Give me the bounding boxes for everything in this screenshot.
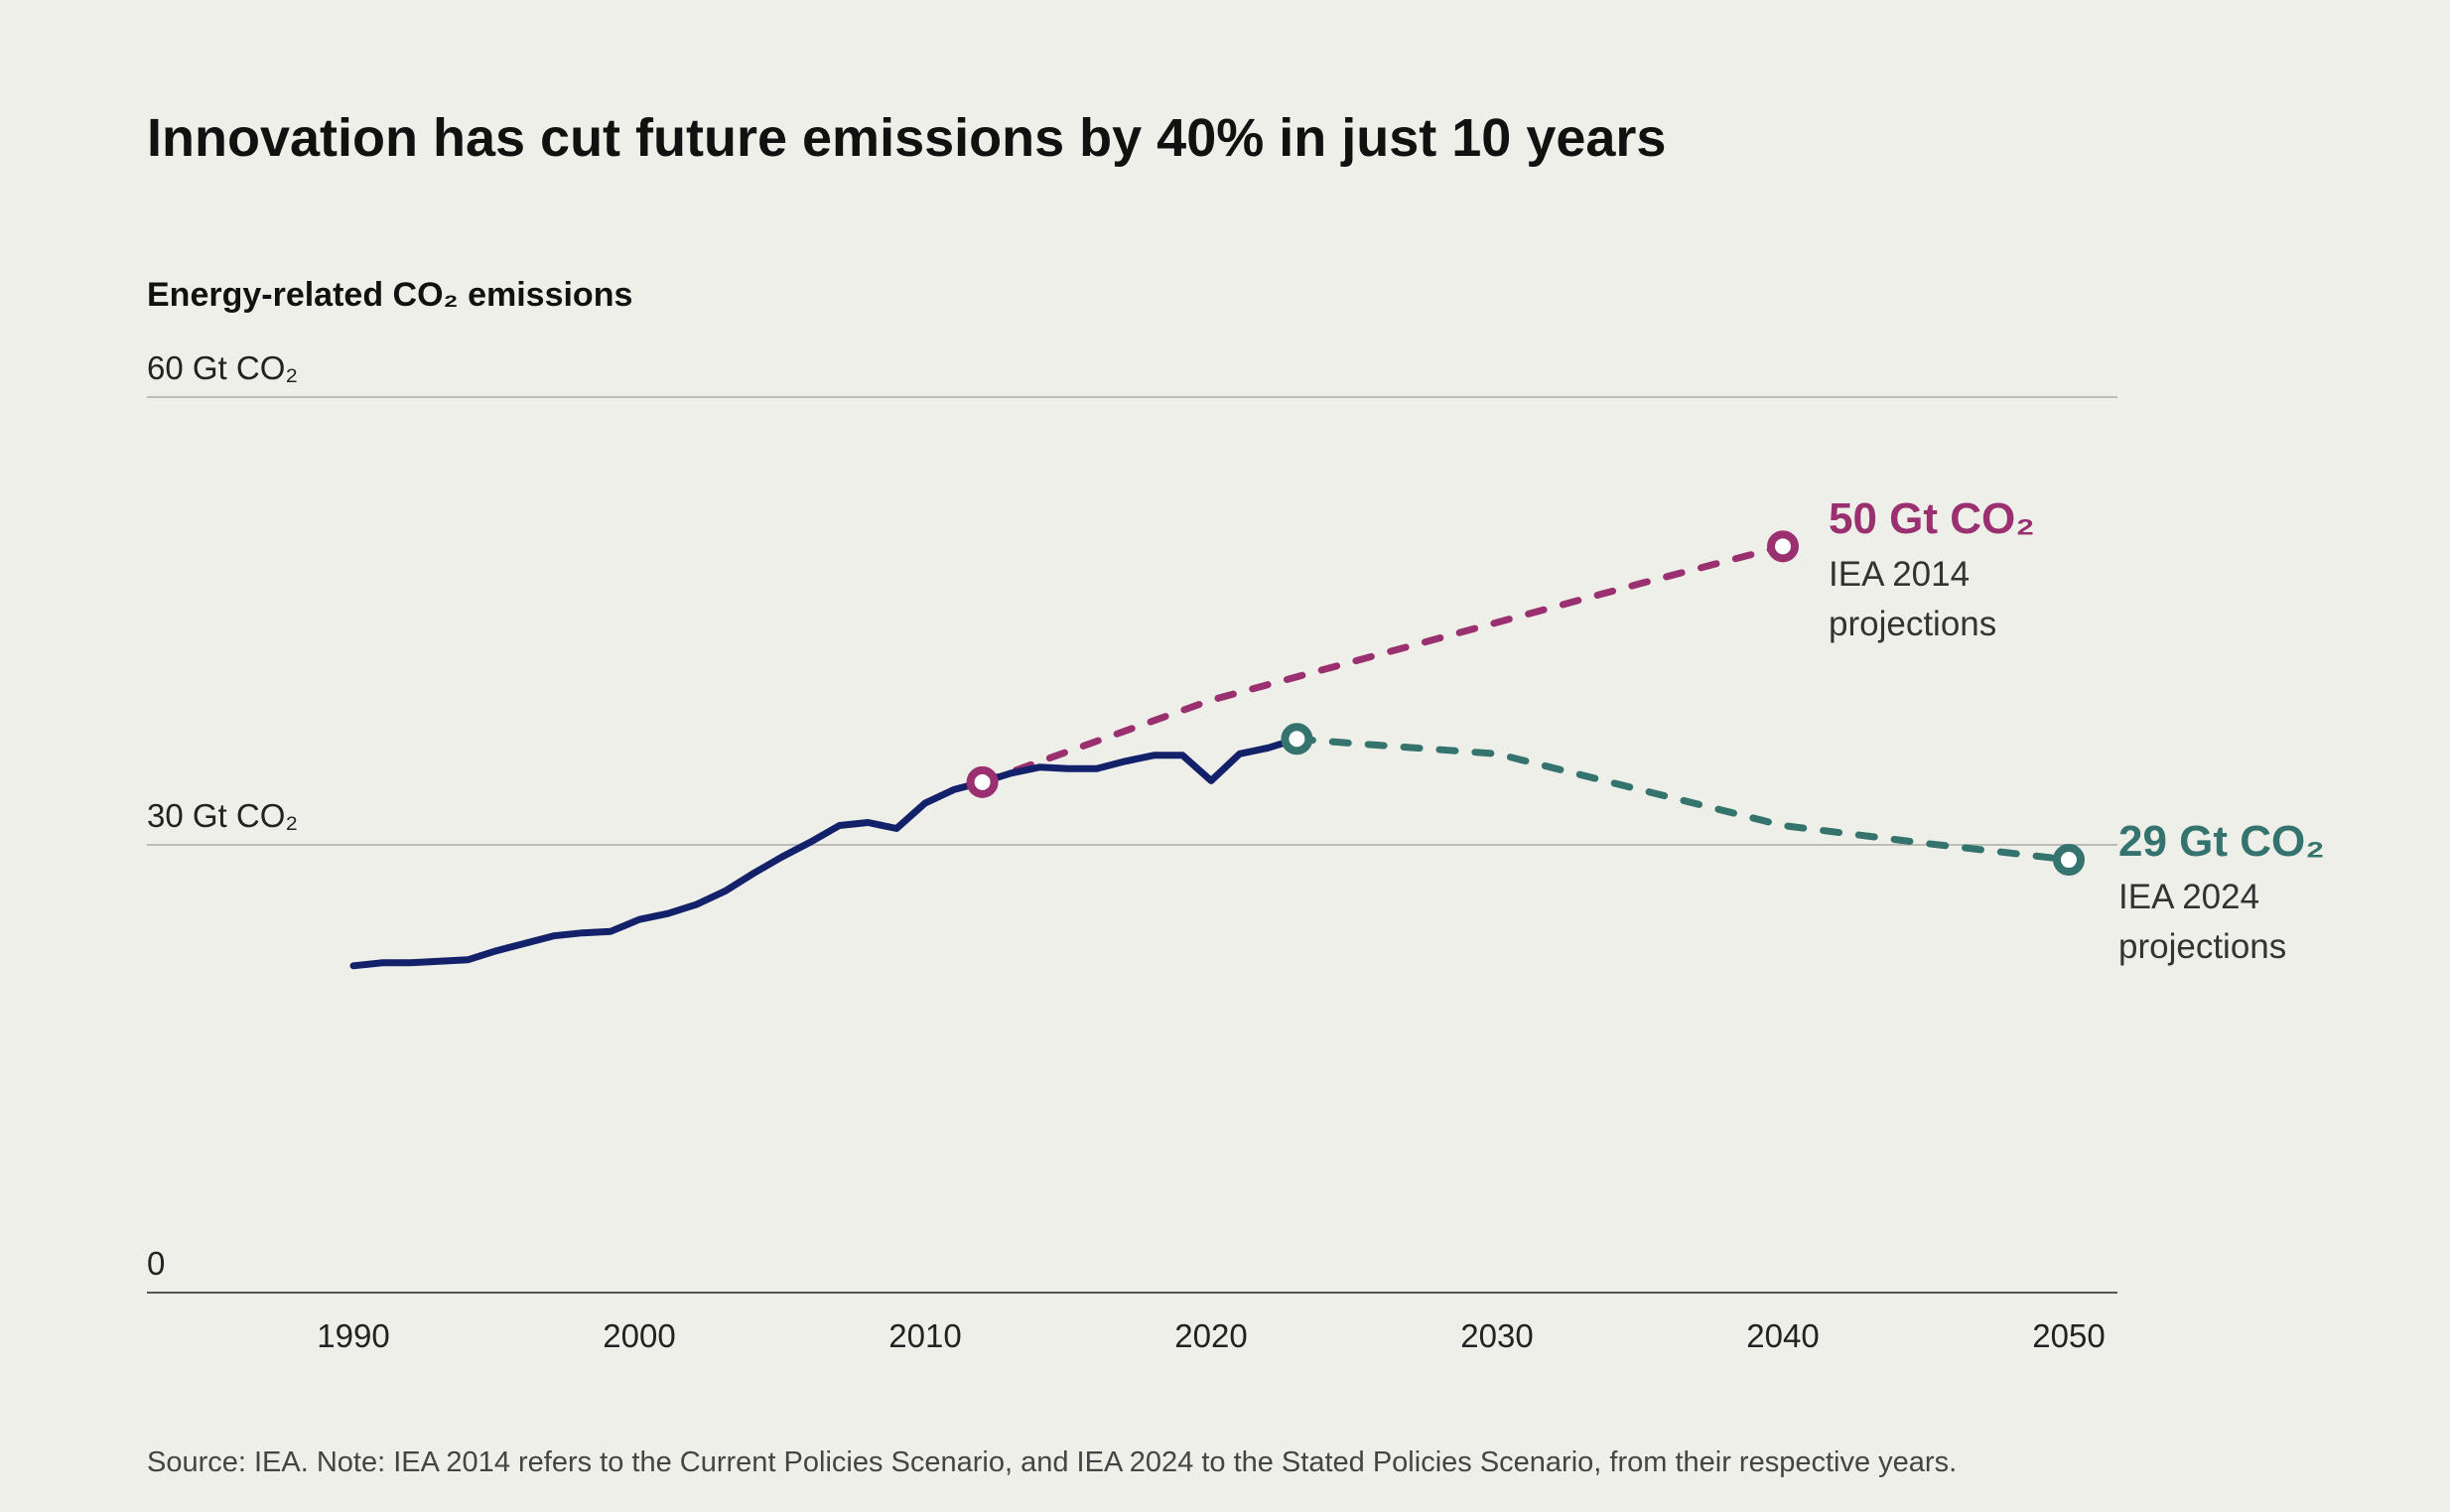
x-tick-label: 2030 <box>1460 1317 1533 1354</box>
x-tick-label: 2020 <box>1174 1317 1247 1354</box>
iea2024-point-marker <box>2053 844 2085 877</box>
x-tick-label: 2040 <box>1746 1317 1819 1354</box>
gridlines: 60 Gt CO₂ 30 Gt CO₂ 0 <box>147 349 2117 1294</box>
y-axis-label: Energy-related CO₂ emissions <box>147 276 632 314</box>
iea2014-point-marker <box>966 765 999 798</box>
iea2014-point-marker <box>1767 530 1799 563</box>
y-tick-label: 0 <box>147 1245 165 1282</box>
iea2024-line <box>1293 735 2073 864</box>
iea2024-label-line1: IEA 2024 <box>2118 878 2259 916</box>
iea2014-line <box>979 542 1787 786</box>
iea2014-label-line1: IEA 2014 <box>1829 555 1970 594</box>
x-tick-label: 2050 <box>2032 1317 2105 1354</box>
historical-line <box>349 735 1300 970</box>
source-note: Source: IEA. Note: IEA 2014 refers to th… <box>147 1446 1957 1478</box>
annotations: 50 Gt CO₂ IEA 2014 projections 29 Gt CO₂… <box>1829 494 2325 966</box>
chart-title: Innovation has cut future emissions by 4… <box>147 108 1666 168</box>
x-tick-label: 2000 <box>603 1317 675 1354</box>
iea2024-label-line2: projections <box>2118 927 2286 966</box>
y-tick-label: 60 Gt CO₂ <box>147 349 298 386</box>
y-tick-label: 30 Gt CO₂ <box>147 797 298 834</box>
iea2014-value-label: 50 Gt CO₂ <box>1829 494 2035 543</box>
x-tick-label: 1990 <box>317 1317 389 1354</box>
series-lines <box>349 530 2085 970</box>
x-tick-labels: 1990 2000 2010 2020 2030 2040 2050 <box>317 1317 2105 1354</box>
iea2024-point-marker <box>1281 723 1313 756</box>
iea2024-value-label: 29 Gt CO₂ <box>2118 817 2325 866</box>
iea2014-label-line2: projections <box>1829 605 1996 643</box>
x-tick-label: 2010 <box>888 1317 961 1354</box>
